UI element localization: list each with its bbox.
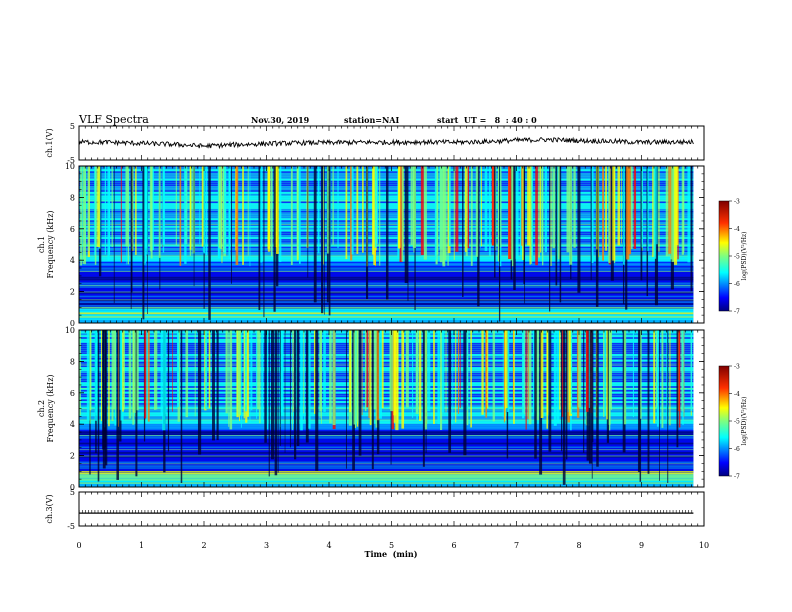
ch2-colorbar xyxy=(718,365,730,477)
y-tick-label: 4 xyxy=(70,256,75,265)
y-tick-label: 2 xyxy=(70,288,75,297)
y-tick-label: 5 xyxy=(70,488,75,497)
x-tick-label: 8 xyxy=(576,541,581,550)
ch1-waveform-line xyxy=(78,136,694,150)
x-tick-label: 9 xyxy=(639,541,644,550)
y-tick-label: -5 xyxy=(67,522,75,531)
ch1-spectrogram xyxy=(79,165,694,323)
colorbar-tick-label: -6 xyxy=(734,446,740,453)
ch1-spectrogram-ylabel: ch.1 Frequency (kHz) xyxy=(37,210,55,278)
colorbar-tick-label: -4 xyxy=(734,226,740,233)
ch2-spectrogram-ylabel: ch.2 Frequency (kHz) xyxy=(37,374,55,442)
x-tick-label: 4 xyxy=(326,541,331,550)
station-label: station=NAI xyxy=(344,115,399,125)
y-tick-label: 8 xyxy=(70,357,75,366)
colorbar-tick-label: -5 xyxy=(734,254,740,261)
y-tick-label: 10 xyxy=(65,326,75,335)
y-tick-label: 4 xyxy=(70,420,75,429)
ch1-colorbar xyxy=(718,200,730,312)
colorbar-tick-label: -4 xyxy=(734,391,740,398)
colorbar-tick-label: -3 xyxy=(734,364,740,371)
ch2-colorbar-label: log(PSD)(V²/Hz) xyxy=(741,397,748,446)
colorbar-ticks: -3 -4 -5 -6 -7 -3 -4 -5 -6 -7 xyxy=(729,199,740,481)
y-label-line: Frequency (kHz) xyxy=(46,374,55,442)
colorbar-tick-label: -7 xyxy=(734,474,740,481)
y-tick-label: 6 xyxy=(70,389,75,398)
x-axis-label: Time (min) xyxy=(364,549,417,559)
y-tick-label: 0 xyxy=(70,483,75,492)
colorbar-tick-label: -3 xyxy=(734,199,740,206)
ch1-waveform-ylabel: ch.1(V) xyxy=(45,128,54,157)
x-tick-label: 6 xyxy=(451,541,456,550)
x-tick-label: 5 xyxy=(389,541,394,550)
ch3-waveform-line xyxy=(79,510,694,514)
y-tick-label: 5 xyxy=(70,122,75,131)
x-tick-label: 10 xyxy=(699,541,709,550)
x-tick-labels: 0 1 2 3 4 5 6 7 8 9 10 xyxy=(76,541,709,550)
ch2-spectrogram xyxy=(79,329,694,487)
y-label-line: ch.2 xyxy=(37,400,46,417)
ch3-waveform-frame xyxy=(78,491,705,527)
chart-title: VLF Spectra xyxy=(78,113,149,126)
y-tick-label: 2 xyxy=(70,452,75,461)
ch1-colorbar-label: log(PSD)(V²/Hz) xyxy=(741,232,748,281)
y-label-line: Frequency (kHz) xyxy=(46,210,55,278)
y-tick-label: 6 xyxy=(70,225,75,234)
colorbar-tick-label: -6 xyxy=(734,281,740,288)
y-tick-label: 0 xyxy=(70,319,75,328)
x-tick-label: 0 xyxy=(76,541,81,550)
y-tick-label: -5 xyxy=(67,156,75,165)
date-label: Nov.30, 2019 xyxy=(251,115,310,125)
colorbar-tick-label: -7 xyxy=(734,309,740,316)
ch3-waveform-ylabel: ch.3(V) xyxy=(45,494,54,523)
y-label-line: ch.1 xyxy=(37,236,46,253)
x-tick-label: 2 xyxy=(201,541,206,550)
start-time-label: start UT = 8 : 40 : 0 xyxy=(437,115,537,125)
colorbar-tick-label: -5 xyxy=(734,419,740,426)
y-tick-label: 8 xyxy=(70,193,75,202)
y-tick-label: 10 xyxy=(65,162,75,171)
x-tick-label: 7 xyxy=(514,541,519,550)
x-tick-label: 1 xyxy=(139,541,144,550)
x-tick-label: 3 xyxy=(264,541,269,550)
